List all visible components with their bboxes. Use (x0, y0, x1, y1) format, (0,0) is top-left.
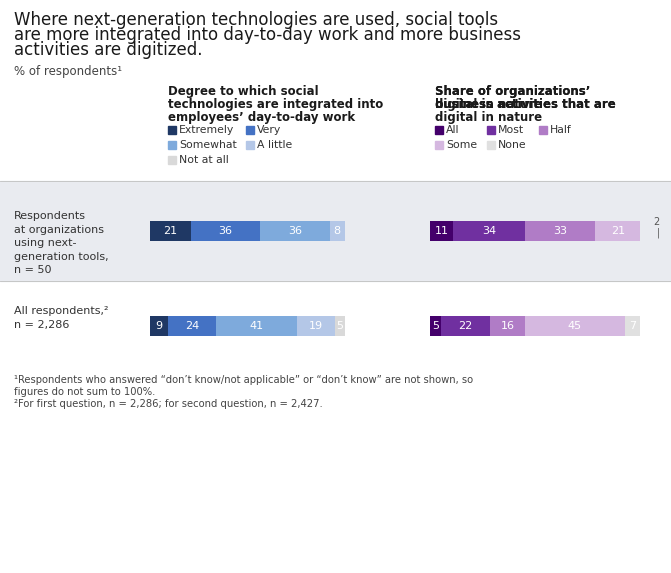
Text: Some: Some (446, 140, 477, 150)
Text: 34: 34 (482, 226, 497, 236)
Text: 22: 22 (458, 321, 472, 331)
Text: 11: 11 (435, 226, 449, 236)
Bar (150, 316, 168, 336)
Text: 5: 5 (432, 321, 439, 331)
Bar (260, 221, 329, 241)
Text: 33: 33 (554, 226, 568, 236)
Text: 7: 7 (629, 321, 636, 331)
Text: Degree to which social: Degree to which social (168, 85, 319, 98)
Bar (539, 126, 547, 134)
Bar (435, 141, 443, 149)
Bar (168, 316, 215, 336)
Text: 8: 8 (333, 226, 341, 236)
Text: Respondents
at organizations
using next-
generation tools,
n = 50: Respondents at organizations using next-… (14, 211, 109, 276)
Text: 45: 45 (568, 321, 582, 331)
Text: 21: 21 (611, 226, 625, 236)
Bar (441, 316, 490, 336)
Bar (0, 181, 671, 281)
Text: ²For first question, n = 2,286; for second question, n = 2,427.: ²For first question, n = 2,286; for seco… (14, 399, 323, 409)
Text: business activities that are: business activities that are (435, 98, 616, 111)
Bar (487, 141, 495, 149)
Bar (430, 221, 454, 241)
Text: 24: 24 (185, 321, 199, 331)
Bar (150, 221, 191, 241)
Bar (191, 221, 260, 241)
Bar (490, 316, 525, 336)
Text: digital in nature: digital in nature (435, 98, 542, 111)
Text: ¹Respondents who answered “don’t know/not applicable” or “don’t know” are not sh: ¹Respondents who answered “don’t know/no… (14, 375, 473, 385)
Bar (595, 221, 640, 241)
Bar (525, 316, 625, 336)
Bar (215, 316, 297, 336)
Text: activities are digitized.: activities are digitized. (14, 41, 203, 59)
Text: 5: 5 (337, 321, 344, 331)
Bar (297, 316, 335, 336)
Text: 36: 36 (288, 226, 302, 236)
Bar (168, 141, 176, 149)
Bar (454, 221, 525, 241)
Text: None: None (498, 140, 527, 150)
Bar (168, 126, 176, 134)
Bar (246, 126, 254, 134)
Text: 9: 9 (156, 321, 162, 331)
Text: 2: 2 (654, 217, 660, 227)
Bar (625, 316, 640, 336)
Text: 21: 21 (163, 226, 177, 236)
Text: business activities that are: business activities that are (435, 98, 616, 111)
Text: A little: A little (257, 140, 293, 150)
Text: |: | (657, 227, 660, 237)
Text: Half: Half (550, 125, 572, 135)
Text: 41: 41 (250, 321, 264, 331)
Bar (435, 126, 443, 134)
Text: All respondents,²
n = 2,286: All respondents,² n = 2,286 (14, 306, 109, 330)
Text: Somewhat: Somewhat (179, 140, 237, 150)
Text: 16: 16 (501, 321, 515, 331)
Bar (329, 221, 345, 241)
Bar (525, 221, 595, 241)
Text: Share of organizations’: Share of organizations’ (435, 85, 590, 98)
Text: Very: Very (257, 125, 281, 135)
Bar (168, 156, 176, 164)
Bar (487, 126, 495, 134)
Text: are more integrated into day-to-day work and more business: are more integrated into day-to-day work… (14, 26, 521, 44)
Text: Share of organizations’: Share of organizations’ (435, 85, 590, 98)
Bar (246, 141, 254, 149)
Text: 19: 19 (309, 321, 323, 331)
Text: digital in nature: digital in nature (435, 111, 542, 124)
Text: All: All (446, 125, 460, 135)
Text: figures do not sum to 100%.: figures do not sum to 100%. (14, 387, 156, 397)
Text: 36: 36 (218, 226, 232, 236)
Text: Extremely: Extremely (179, 125, 234, 135)
Text: Most: Most (498, 125, 524, 135)
Bar (335, 316, 345, 336)
Text: employees’ day-to-day work: employees’ day-to-day work (168, 111, 355, 124)
Text: technologies are integrated into: technologies are integrated into (168, 98, 383, 111)
Text: Not at all: Not at all (179, 155, 229, 165)
Text: Where next-generation technologies are used, social tools: Where next-generation technologies are u… (14, 11, 498, 29)
Text: % of respondents¹: % of respondents¹ (14, 65, 122, 78)
Bar (430, 316, 441, 336)
